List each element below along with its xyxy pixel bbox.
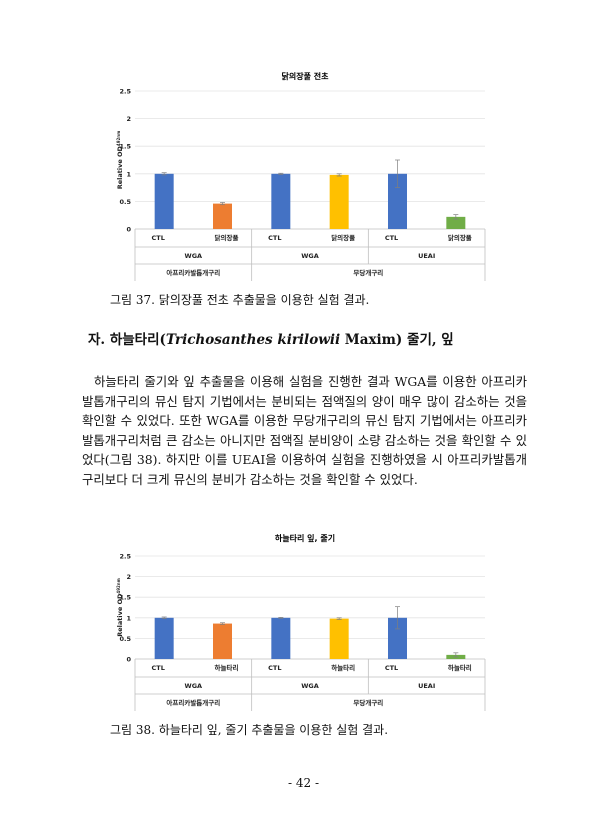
y-tick-label: 0.5	[119, 635, 131, 643]
bar	[329, 618, 349, 659]
y-tick-label: 2	[126, 573, 131, 581]
chart-title: 닭의장풀 전초	[282, 71, 330, 81]
x-tick-label: 닭의장풀	[331, 233, 355, 242]
y-tick-label: 1.5	[119, 143, 131, 151]
x-tick-label: 하늘타리	[331, 663, 355, 672]
group-label: WGA	[185, 682, 203, 690]
species-label: 아프리카발톱개구리	[166, 268, 220, 277]
bar	[213, 623, 232, 659]
figure-37-caption: 그림 37. 닭의장풀 전초 추출물을 이용한 실험 결과.	[110, 293, 370, 307]
figure-38-chart: 하늘타리 잎, 줄기 0 0.5 1 1.5 2 2.5 Relative OD492nm CT…	[100, 532, 500, 712]
figure-38-caption: 그림 38. 하늘타리 잎, 줄기 추출물을 이용한 실험 결과.	[110, 723, 389, 737]
y-tick-label: 2.5	[119, 88, 131, 96]
species-label: 무당개구리	[353, 268, 383, 277]
y-tick-label: 2.5	[119, 553, 131, 561]
x-tick-label: 하늘타리	[215, 663, 239, 672]
heading-suffix: Maxim) 줄기, 잎	[340, 332, 454, 348]
y-tick-label: 1.5	[119, 594, 131, 602]
x-tick-label: CTL	[268, 234, 281, 242]
x-tick-label: CTL	[151, 234, 164, 242]
y-tick-label: 1	[126, 614, 131, 622]
section-heading: 자. 하늘타리(Trichosanthes kirilowii Maxim) 줄…	[88, 328, 454, 348]
y-axis-label: Relative OD492nm	[116, 131, 125, 190]
bar	[388, 617, 407, 659]
bar	[154, 173, 174, 229]
group-label: UEAI	[418, 252, 435, 260]
heading-prefix: 자. 하늘타리(	[88, 332, 166, 348]
chart-title: 하늘타리 잎, 줄기	[275, 533, 335, 543]
y-axis-label-subscript: 492nm	[116, 131, 121, 146]
y-axis-label: Relative OD492nm	[116, 578, 125, 637]
bar	[213, 203, 232, 229]
species-label: 아프리카발톱개구리	[166, 698, 220, 707]
y-tick-label: 2	[126, 115, 131, 123]
y-tick-label: 1	[126, 170, 131, 178]
y-tick-label: 0	[126, 656, 131, 664]
x-tick-label: 닭의장풀	[215, 233, 239, 242]
x-tick-label: CTL	[385, 234, 398, 242]
chart-svg: 닭의장풀 전초 0 0.5 1 1.5 2 2.5 Relative OD492nm CTL 닭의…	[116, 71, 486, 281]
heading-scientific-name: Trichosanthes kirilowii	[165, 332, 341, 348]
x-tick-label: 닭의장풀	[448, 233, 472, 242]
y-tick-label: 0	[126, 226, 131, 234]
group-label: WGA	[185, 252, 203, 260]
x-tick-label: 하늘타리	[448, 663, 472, 672]
figure-37-chart: 닭의장풀 전초 0 0.5 1 1.5 2 2.5 Relative OD492nm CTL 닭의…	[100, 70, 500, 285]
group-label: UEAI	[418, 682, 435, 690]
chart-svg: 하늘타리 잎, 줄기 0 0.5 1 1.5 2 2.5 Relative OD492nm CT…	[116, 533, 486, 711]
y-axis-label-text: Relative OD	[116, 145, 124, 189]
bar	[329, 174, 349, 229]
y-axis-label-text: Relative OD	[116, 593, 124, 637]
bar	[388, 173, 407, 229]
bar	[446, 216, 466, 229]
bar	[154, 617, 174, 659]
y-axis-label-subscript: 492nm	[116, 578, 121, 593]
species-label: 무당개구리	[353, 698, 383, 707]
page-number: - 42 -	[287, 776, 319, 790]
bar	[271, 617, 291, 659]
y-tick-label: 0.5	[119, 198, 131, 206]
x-tick-label: CTL	[151, 664, 164, 672]
body-paragraph: 하늘타리 줄기와 잎 추출물을 이용해 실험을 진행한 결과 WGA를 이용한 …	[82, 374, 527, 487]
group-label: WGA	[301, 252, 319, 260]
group-label: WGA	[301, 682, 319, 690]
bar	[271, 173, 291, 229]
x-tick-label: CTL	[268, 664, 281, 672]
x-tick-label: CTL	[385, 664, 398, 672]
